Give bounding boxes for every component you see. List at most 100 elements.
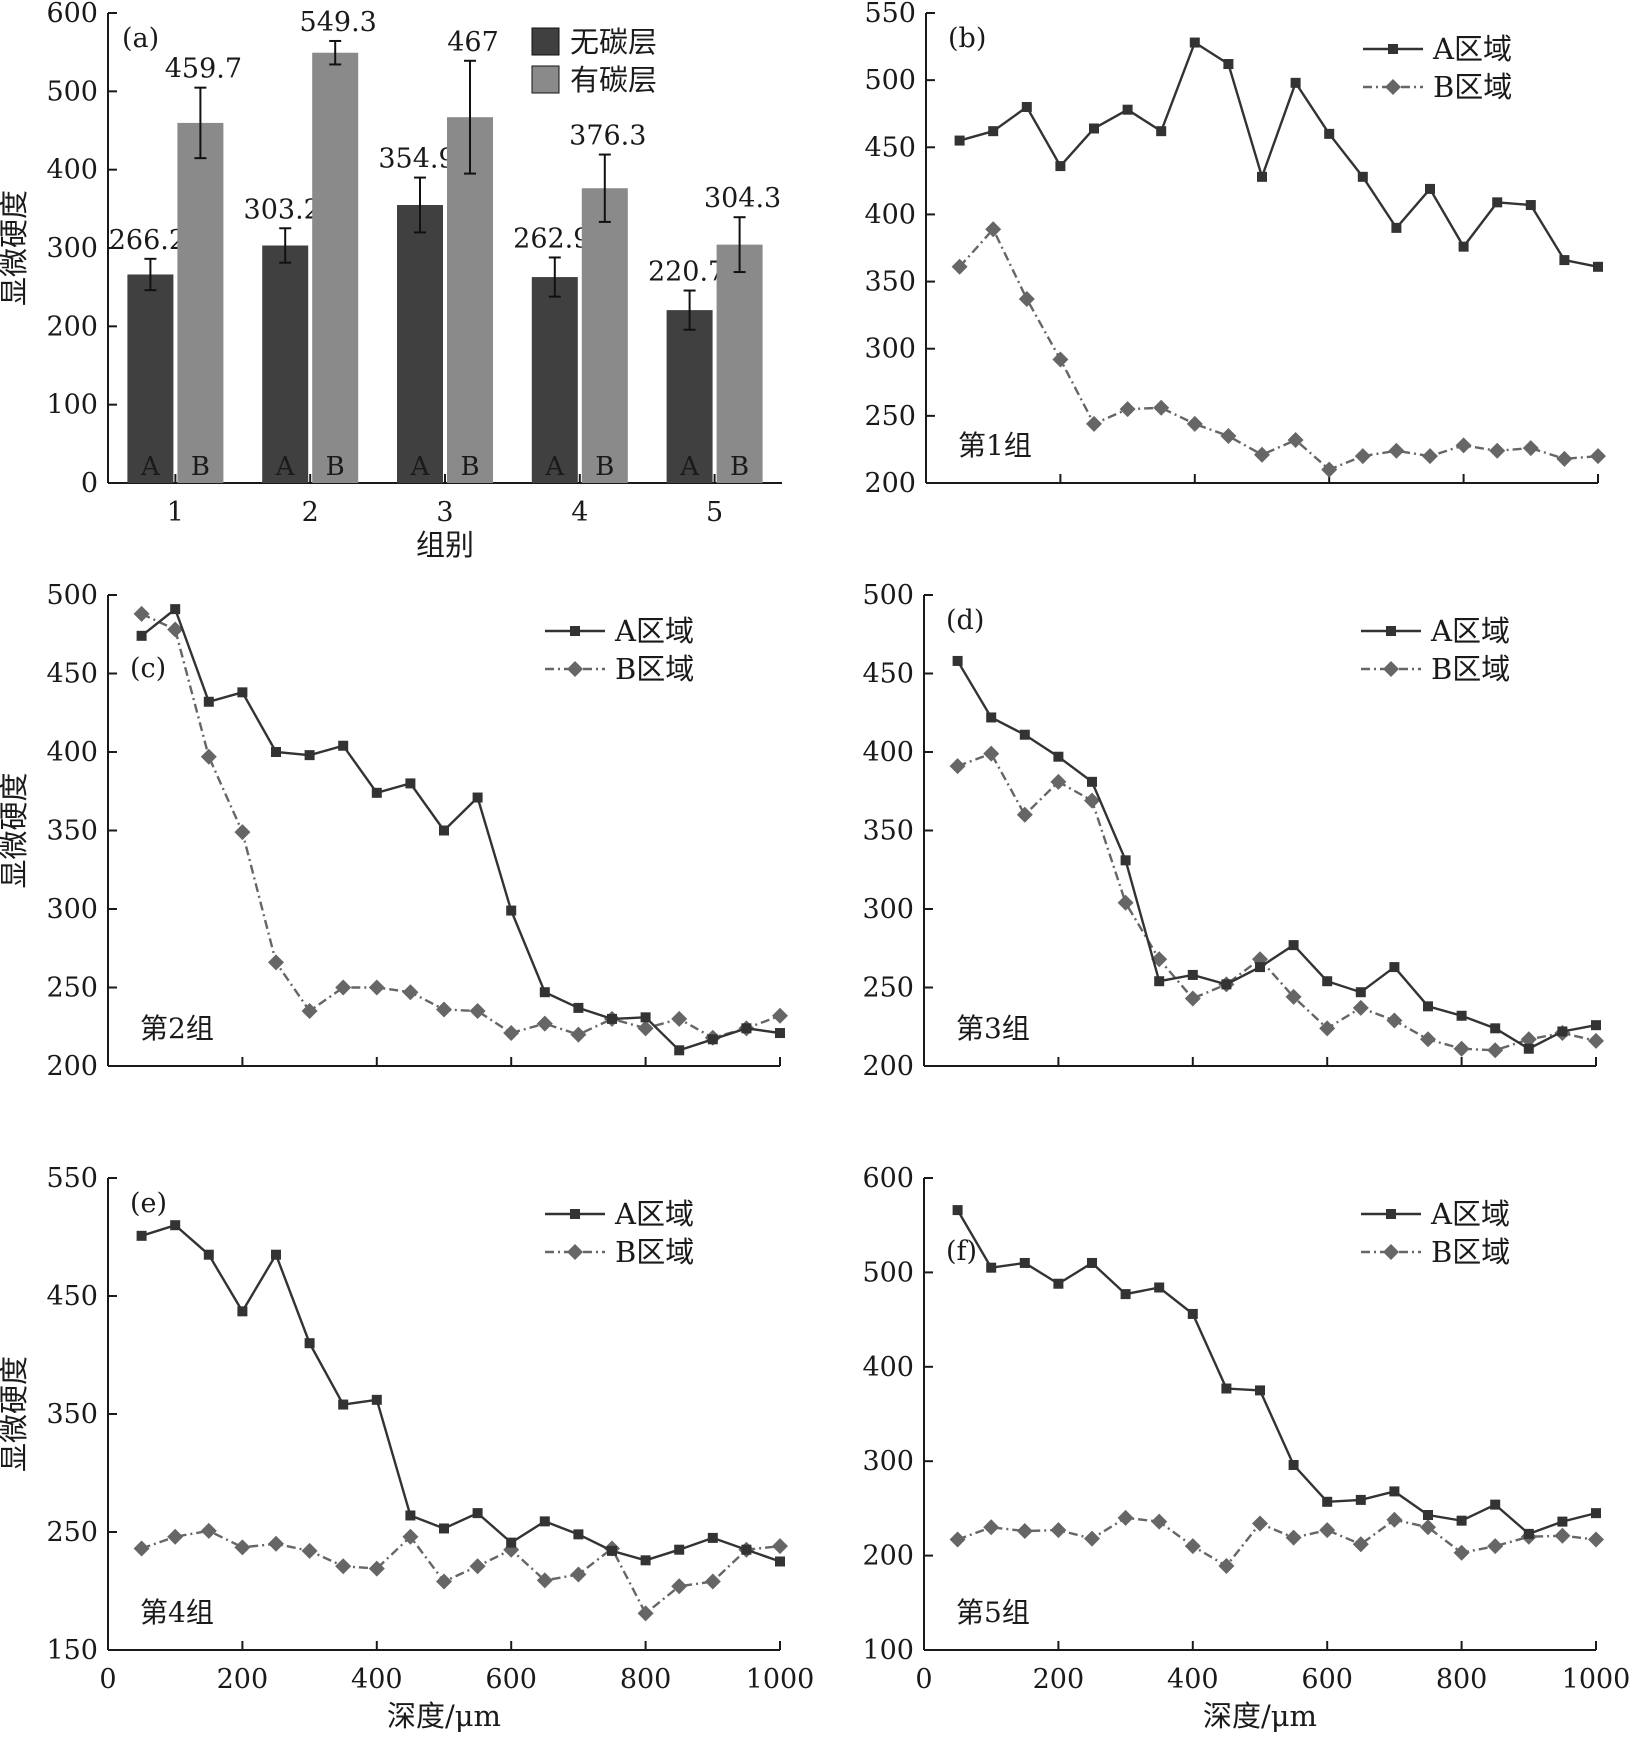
marker-diamond [1184,990,1201,1007]
marker-square [1089,123,1099,134]
y-tick-label: 200 [46,311,98,342]
bar-region-label: A [544,452,565,482]
marker-square [1322,976,1333,987]
bar-value-label: 549.3 [300,7,377,38]
marker-diamond [949,758,966,775]
marker-diamond [1352,999,1369,1016]
marker-square [607,1013,617,1024]
marker-diamond [1084,1530,1100,1547]
marker-diamond [200,748,217,765]
chart-panel-e: 150 250 350 450 550 显微硬度 0 200 400 600 800 1000 深度/μ… [0,1163,814,1733]
marker-square [1290,77,1301,88]
y-tick-label: 400 [862,737,914,768]
marker-square [371,787,382,798]
series-line [957,1516,1597,1568]
marker-square [439,825,449,836]
marker-square [1425,183,1435,194]
marker-square [1120,1289,1131,1300]
marker-diamond [503,1025,520,1042]
marker-diamond [1186,415,1203,432]
marker-diamond [983,1519,1000,1536]
marker-diamond [772,1538,788,1555]
marker-diamond [1590,448,1606,465]
marker-diamond [1119,401,1136,418]
marker-square [775,1556,785,1567]
marker-diamond [1319,1522,1336,1539]
marker-square [304,750,315,761]
marker-square [986,712,997,723]
group-label: 第3组 [956,1012,1030,1045]
x-axis-title: 组别 [416,528,474,562]
marker-square [539,1516,550,1527]
y-tick-label: 400 [46,155,98,186]
marker-diamond [1016,806,1033,823]
marker-square [170,1220,181,1231]
y-tick-label: 500 [46,76,98,107]
marker-diamond [268,1535,284,1552]
bar-value-label: 220.7 [648,257,725,288]
marker-square [136,630,147,641]
marker-diamond [985,221,1002,238]
y-tick-label: 300 [862,894,914,925]
y-axis-title: 显微硬度 [0,772,31,888]
marker-square [1154,976,1165,987]
marker-square [1053,751,1064,762]
marker-square [1087,776,1097,787]
y-tick-label: 300 [864,334,916,365]
bar [177,122,224,483]
x-tick-label: 3 [436,497,453,528]
marker-square [1154,1282,1165,1293]
marker-square [986,1262,997,1273]
y-tick-label: 100 [46,390,98,421]
marker-square [271,747,281,757]
marker-diamond [1588,1032,1604,1049]
bar-value-label: 376.3 [569,121,646,152]
marker-diamond [1018,291,1035,308]
x-tick-label: 1000 [1562,1664,1631,1695]
x-tick-label: 800 [620,1664,672,1695]
marker-square [271,1249,281,1260]
marker-diamond [234,1539,251,1556]
marker-diamond [1520,1031,1537,1048]
marker-diamond [402,984,419,1001]
marker-diamond [1383,661,1399,677]
panel-label: (d) [946,605,984,636]
x-tick-label: 200 [1033,1664,1085,1695]
marker-diamond [1422,448,1438,465]
y-tick-label: 200 [862,1541,914,1572]
marker-diamond [1556,450,1573,467]
marker-diamond [402,1528,419,1545]
marker-square [674,1045,685,1056]
marker-square [1257,171,1267,182]
marker-diamond [1453,1544,1470,1561]
marker-diamond [1254,446,1270,463]
bar-value-label: 266.2 [109,225,186,256]
marker-diamond [1487,1538,1504,1555]
bar-region-label: B [191,452,210,482]
bar-value-label: 467 [447,27,499,58]
marker-diamond [1252,1515,1268,1532]
y-tick-label: 350 [46,816,98,847]
marker-diamond [536,1572,553,1589]
marker-square [1523,1528,1534,1539]
y-tick-label: 300 [46,894,98,925]
y-tick-label: 350 [864,267,916,298]
legend-label: B区域 [615,1235,694,1269]
marker-square [607,1545,617,1556]
marker-square [775,1028,785,1039]
marker-diamond [1287,432,1304,449]
bar [262,245,309,483]
x-tick-label: 0 [99,1664,116,1695]
y-tick-label: 550 [46,1163,98,1194]
group-label: 第2组 [140,1012,214,1045]
y-tick-label: 550 [864,0,916,29]
legend-label: A区域 [1430,1197,1510,1231]
bar-region-label: B [326,452,345,482]
y-tick-label: 600 [46,0,98,29]
y-tick-label: 200 [46,1051,98,1082]
marker-square [371,1394,382,1405]
x-tick-label: 800 [1436,1664,1488,1695]
y-tick-label: 400 [862,1352,914,1383]
marker-diamond [637,1020,654,1037]
marker-square [304,1338,315,1349]
